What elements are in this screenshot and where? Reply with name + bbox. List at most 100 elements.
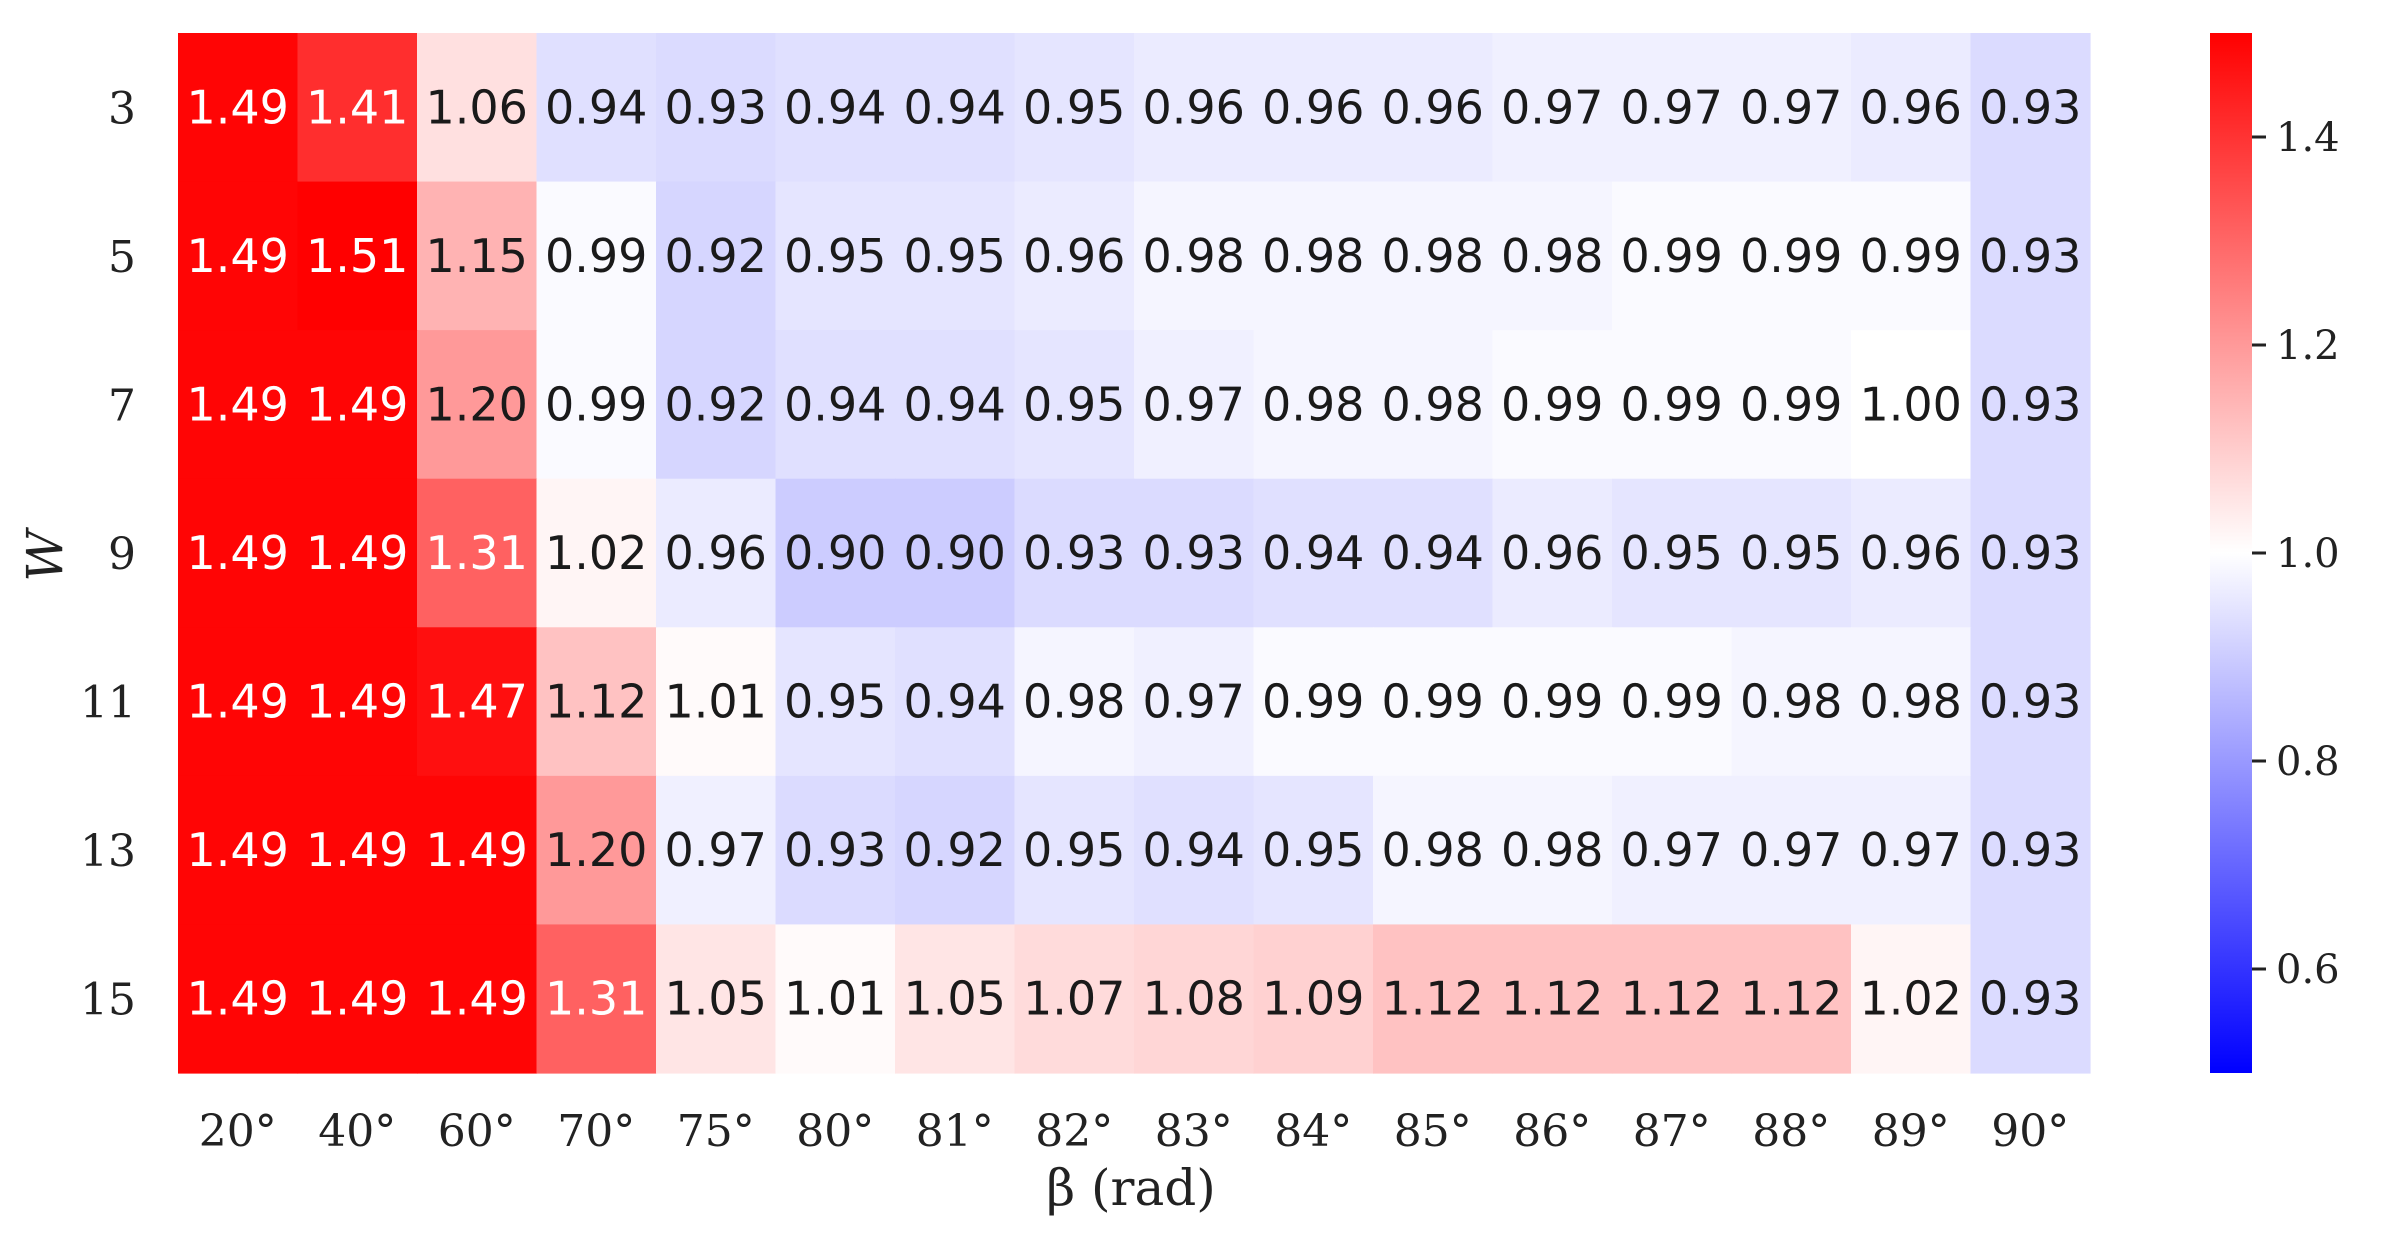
cell-value-label: 0.96 — [1262, 80, 1364, 134]
x-tick-label: 88° — [1752, 1106, 1830, 1157]
cell-value-label: 0.96 — [1023, 229, 1125, 283]
heatmap-cell — [178, 924, 299, 1074]
heatmap-cell — [1492, 924, 1613, 1074]
x-tick-label: 85° — [1394, 1106, 1472, 1157]
heatmap-cell — [297, 627, 418, 777]
heatmap-cell — [1014, 775, 1135, 926]
heatmap-cell — [1492, 330, 1613, 480]
cell-value-label: 1.20 — [426, 377, 528, 431]
x-tick-label: 87° — [1633, 1106, 1711, 1157]
heatmap-cell — [1373, 627, 1494, 777]
heatmap-cell — [1134, 330, 1255, 480]
cell-value-label: 1.31 — [545, 972, 647, 1026]
cell-value-label: 0.97 — [1143, 675, 1245, 729]
cell-value-label: 0.99 — [1501, 675, 1603, 729]
heatmap-cell — [1731, 330, 1852, 480]
cell-value-label: 0.99 — [1382, 675, 1484, 729]
cell-value-label: 0.90 — [904, 526, 1006, 580]
cell-value-label: 0.94 — [904, 675, 1006, 729]
cell-value-label: 0.97 — [1621, 80, 1723, 134]
heatmap-cell — [1253, 627, 1374, 777]
y-tick-label: 9 — [108, 529, 136, 580]
cell-value-label: 0.93 — [784, 823, 886, 877]
heatmap-cells: 1.49 1.41 1.06 0.94 0.93 0.94 0.94 0.95 0.96 0.96… — [178, 33, 2091, 1074]
heatmap-cell — [1253, 181, 1374, 331]
cell-value-label: 1.20 — [545, 823, 647, 877]
heatmap-cell — [1492, 33, 1613, 183]
heatmap-cell — [1851, 33, 1972, 183]
heatmap-cell — [1731, 478, 1852, 628]
cell-value-label: 0.94 — [904, 80, 1006, 134]
heatmap-cell — [297, 478, 418, 628]
x-tick-label: 75° — [677, 1106, 755, 1157]
colorbar-tick-label: 1.0 — [2276, 531, 2340, 577]
heatmap-cell — [178, 775, 299, 926]
colorbar-tick-label: 0.8 — [2276, 739, 2340, 785]
heatmap-cell — [536, 627, 657, 777]
cell-value-label: 1.00 — [1860, 377, 1962, 431]
heatmap-cell — [1253, 33, 1374, 183]
cell-value-label: 0.93 — [665, 80, 767, 134]
cell-value-label: 1.09 — [1262, 972, 1364, 1026]
x-tick-label: 82° — [1035, 1106, 1113, 1157]
cell-value-label: 1.12 — [545, 675, 647, 729]
heatmap-cell — [895, 478, 1016, 628]
cell-value-label: 0.98 — [1382, 229, 1484, 283]
heatmap-cell — [775, 924, 896, 1074]
heatmap-cell — [1612, 330, 1733, 480]
heatmap-cell — [1612, 627, 1733, 777]
cell-value-label: 0.93 — [1979, 526, 2081, 580]
cell-value-label: 1.07 — [1023, 972, 1125, 1026]
colorbar — [2210, 33, 2252, 1073]
cell-value-label: 0.95 — [1740, 526, 1842, 580]
cell-value-label: 0.96 — [1501, 526, 1603, 580]
cell-value-label: 0.97 — [1143, 377, 1245, 431]
heatmap-cell — [1492, 627, 1613, 777]
cell-value-label: 0.94 — [1143, 823, 1245, 877]
heatmap-cell — [1612, 775, 1733, 926]
heatmap-cell — [1612, 33, 1733, 183]
x-axis-label: β (rad) — [1046, 1159, 1216, 1217]
heatmap-cell — [775, 775, 896, 926]
heatmap-cell — [297, 775, 418, 926]
cell-value-label: 1.49 — [306, 972, 408, 1026]
cell-value-label: 0.95 — [784, 675, 886, 729]
cell-value-label: 1.49 — [187, 229, 289, 283]
cell-value-label: 0.93 — [1143, 526, 1245, 580]
cell-value-label: 0.93 — [1979, 377, 2081, 431]
y-tick-labels: 3 5 7 9 11 13 15 — [80, 83, 136, 1025]
heatmap-cell — [1851, 330, 1972, 480]
cell-value-label: 0.93 — [1979, 675, 2081, 729]
cell-value-label: 1.49 — [426, 972, 528, 1026]
heatmap-cell — [417, 775, 538, 926]
heatmap-cell — [1612, 181, 1733, 331]
cell-value-label: 0.99 — [1621, 377, 1723, 431]
heatmap-cell — [1612, 478, 1733, 628]
heatmap-cell — [417, 627, 538, 777]
heatmap-cell — [1970, 627, 2091, 777]
heatmap-cell — [417, 330, 538, 480]
heatmap-cell — [536, 478, 657, 628]
heatmap-cell — [1014, 478, 1135, 628]
cell-value-label: 1.02 — [1860, 972, 1962, 1026]
heatmap-cell — [536, 181, 657, 331]
cell-value-label: 0.98 — [1262, 377, 1364, 431]
heatmap-cell — [178, 33, 299, 183]
cell-value-label: 0.93 — [1979, 80, 2081, 134]
cell-value-label: 0.95 — [784, 229, 886, 283]
heatmap-cell — [1492, 478, 1613, 628]
cell-value-label: 0.94 — [784, 377, 886, 431]
heatmap-cell — [895, 924, 1016, 1074]
heatmap-cell — [1134, 924, 1255, 1074]
heatmap-cell — [1492, 775, 1613, 926]
heatmap-cell — [775, 627, 896, 777]
cell-value-label: 0.94 — [784, 80, 886, 134]
heatmap-cell — [1731, 181, 1852, 331]
cell-value-label: 1.49 — [187, 823, 289, 877]
heatmap-cell — [1373, 33, 1494, 183]
heatmap-cell — [656, 924, 777, 1074]
cell-value-label: 1.49 — [187, 526, 289, 580]
heatmap-cell — [775, 33, 896, 183]
cell-value-label: 1.12 — [1382, 972, 1484, 1026]
cell-value-label: 0.98 — [1023, 675, 1125, 729]
